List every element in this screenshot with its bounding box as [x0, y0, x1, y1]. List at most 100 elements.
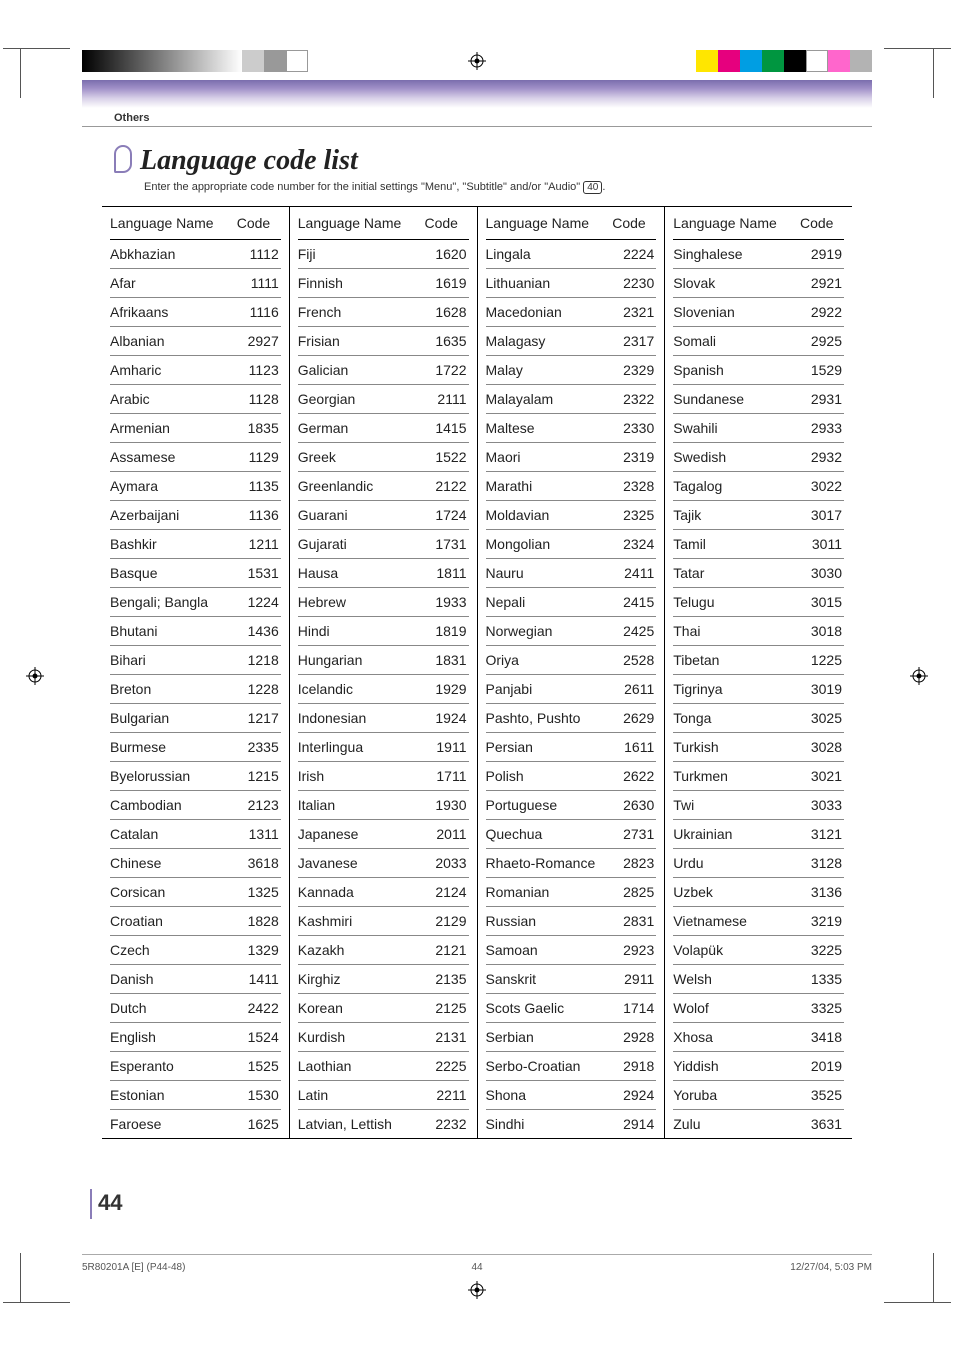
table-row: Icelandic1929	[298, 675, 469, 704]
language-name: Corsican	[110, 884, 237, 900]
language-code: 1436	[237, 623, 281, 639]
language-code: 3015	[800, 594, 844, 610]
language-name: Zulu	[673, 1116, 800, 1132]
language-code: 2825	[612, 884, 656, 900]
language-code: 2325	[612, 507, 656, 523]
language-name: Ukrainian	[673, 826, 800, 842]
table-row: Dutch2422	[110, 994, 281, 1023]
table-row: Samoan2923	[486, 936, 657, 965]
registration-mark-icon	[910, 667, 928, 685]
language-code: 1929	[425, 681, 469, 697]
table-row: Polish2622	[486, 762, 657, 791]
language-code: 1522	[425, 449, 469, 465]
language-name: Swahili	[673, 420, 800, 436]
language-code: 2033	[425, 855, 469, 871]
language-name: Scots Gaelic	[486, 1000, 613, 1016]
language-code: 2924	[612, 1087, 656, 1103]
language-column: Language NameCodeLingala2224Lithuanian22…	[477, 207, 665, 1138]
language-code: 2911	[612, 971, 656, 987]
swatch-icon	[286, 50, 308, 72]
column-header: Language NameCode	[486, 207, 657, 240]
language-code: 2324	[612, 536, 656, 552]
language-name: Afrikaans	[110, 304, 237, 320]
table-row: Danish1411	[110, 965, 281, 994]
table-row: Thai3018	[673, 617, 844, 646]
language-name: Kannada	[298, 884, 425, 900]
swatch-icon	[696, 50, 718, 72]
table-row: Romanian2825	[486, 878, 657, 907]
language-name: Albanian	[110, 333, 237, 349]
language-name: Burmese	[110, 739, 237, 755]
language-name: Amharic	[110, 362, 237, 378]
language-name: Breton	[110, 681, 237, 697]
table-row: Afrikaans1116	[110, 298, 281, 327]
language-code: 2328	[612, 478, 656, 494]
table-row: Pashto, Pushto2629	[486, 704, 657, 733]
language-name: Maori	[486, 449, 613, 465]
table-row: Mongolian2324	[486, 530, 657, 559]
language-code: 1911	[425, 739, 469, 755]
language-name: Fiji	[298, 246, 425, 262]
language-name: Marathi	[486, 478, 613, 494]
language-name: Finnish	[298, 275, 425, 291]
footer: 5R80201A [E] (P44-48) 44 12/27/04, 5:03 …	[82, 1262, 872, 1273]
language-name: Latvian, Lettish	[298, 1116, 425, 1132]
language-code: 3019	[800, 681, 844, 697]
swatch-icon	[718, 50, 740, 72]
table-row: Czech1329	[110, 936, 281, 965]
table-row: Corsican1325	[110, 878, 281, 907]
language-code: 1625	[237, 1116, 281, 1132]
language-code: 3121	[800, 826, 844, 842]
language-code: 1525	[237, 1058, 281, 1074]
table-row: Esperanto1525	[110, 1052, 281, 1081]
language-name: Czech	[110, 942, 237, 958]
table-row: Hungarian1831	[298, 646, 469, 675]
column-header: Language NameCode	[298, 207, 469, 240]
language-name: Bihari	[110, 652, 237, 668]
language-code: 1930	[425, 797, 469, 813]
table-row: Frisian1635	[298, 327, 469, 356]
language-name: Welsh	[673, 971, 800, 987]
table-row: Bulgarian1217	[110, 704, 281, 733]
language-code: 1135	[237, 478, 281, 494]
table-row: Bengali; Bangla1224	[110, 588, 281, 617]
language-name: Chinese	[110, 855, 237, 871]
language-name: Shona	[486, 1087, 613, 1103]
table-row: Slovak2921	[673, 269, 844, 298]
table-row: Macedonian2321	[486, 298, 657, 327]
language-code: 2319	[612, 449, 656, 465]
language-name: Romanian	[486, 884, 613, 900]
table-row: Persian1611	[486, 733, 657, 762]
language-name: Quechua	[486, 826, 613, 842]
language-name: Sanskrit	[486, 971, 613, 987]
table-row: Kurdish2131	[298, 1023, 469, 1052]
table-row: Ukrainian3121	[673, 820, 844, 849]
table-row: Kannada2124	[298, 878, 469, 907]
language-name: Hausa	[298, 565, 425, 581]
table-row: Norwegian2425	[486, 617, 657, 646]
language-name: Yiddish	[673, 1058, 800, 1074]
table-row: Quechua2731	[486, 820, 657, 849]
language-column: Language NameCodeFiji1620Finnish1619Fren…	[289, 207, 477, 1138]
language-code: 2321	[612, 304, 656, 320]
language-name: Sundanese	[673, 391, 800, 407]
language-name: Yoruba	[673, 1087, 800, 1103]
table-row: Latin2211	[298, 1081, 469, 1110]
language-code: 3225	[800, 942, 844, 958]
registration-mark-icon	[26, 667, 44, 685]
table-row: Breton1228	[110, 675, 281, 704]
language-code: 3028	[800, 739, 844, 755]
language-name: Twi	[673, 797, 800, 813]
language-code: 2933	[800, 420, 844, 436]
language-code: 1811	[425, 565, 469, 581]
column-header-name: Language Name	[486, 215, 613, 231]
title-row: Language code list	[114, 145, 872, 177]
table-row: Albanian2927	[110, 327, 281, 356]
table-row: Portuguese2630	[486, 791, 657, 820]
language-code: 2330	[612, 420, 656, 436]
language-name: Uzbek	[673, 884, 800, 900]
language-name: Telugu	[673, 594, 800, 610]
table-row: Indonesian1924	[298, 704, 469, 733]
table-row: Uzbek3136	[673, 878, 844, 907]
language-code: 1530	[237, 1087, 281, 1103]
